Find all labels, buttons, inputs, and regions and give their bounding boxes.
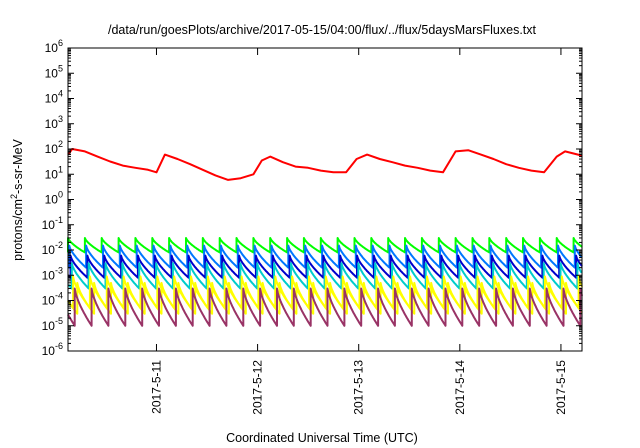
y-tick-label: 10-1 <box>42 215 63 232</box>
y-axis: 10-610-510-410-310-210-11001011021031041… <box>42 38 582 358</box>
y-tick-label-base: 10 <box>45 92 59 106</box>
y-axis-title: protons/cm2-s-sr-MeV <box>9 138 25 260</box>
series-line-4 <box>67 262 583 290</box>
y-tick-label-base: 10 <box>42 344 56 358</box>
y-tick-label-exponent: -6 <box>55 341 63 351</box>
y-axis-title-part: -s-sr-MeV <box>11 138 25 194</box>
series-layer <box>67 148 583 327</box>
y-tick-label: 10-4 <box>42 291 63 308</box>
x-axis-title: Coordinated Universal Time (UTC) <box>226 431 418 445</box>
y-tick-label-exponent: 0 <box>58 190 63 200</box>
series-line-0 <box>67 148 583 181</box>
x-axis: 2017-5-11 2017-5-12 2017-5-13 2017-5-14 2017… <box>149 48 568 415</box>
y-tick-label-base: 10 <box>42 294 56 308</box>
y-tick-label: 105 <box>45 63 63 80</box>
y-tick-label: 10-5 <box>42 316 63 333</box>
x-tick-label: 2017-5-15 <box>554 360 568 415</box>
y-tick-label-exponent: -3 <box>55 265 63 275</box>
y-tick-label: 103 <box>45 114 63 131</box>
y-axis-title-superscript: 2 <box>9 194 19 199</box>
chart-title: /data/run/goesPlots/archive/2017-05-15/0… <box>108 23 537 37</box>
x-tick-label: 2017-5-12 <box>251 360 265 415</box>
x-tick-label: 2017-5-13 <box>352 360 366 415</box>
y-tick-label: 104 <box>45 89 63 106</box>
y-tick-label-base: 10 <box>42 268 56 282</box>
y-tick-label-exponent: 1 <box>58 164 63 174</box>
y-tick-label-base: 10 <box>45 167 59 181</box>
y-tick-label: 101 <box>45 164 63 181</box>
y-tick-label-base: 10 <box>45 193 59 207</box>
x-tick-label: 2017-5-11 <box>149 360 163 414</box>
series-line-2 <box>67 244 583 269</box>
y-tick-label-exponent: 5 <box>58 63 63 73</box>
y-tick-label-exponent: -5 <box>55 316 63 326</box>
series-line-3 <box>67 254 583 279</box>
y-tick-label-base: 10 <box>42 319 56 333</box>
y-tick-label-exponent: -4 <box>55 291 63 301</box>
y-tick-label-exponent: 6 <box>58 38 63 48</box>
x-tick-label: 2017-5-14 <box>453 360 467 415</box>
series-line-1 <box>67 237 583 254</box>
y-tick-label-base: 10 <box>45 41 59 55</box>
y-tick-label-exponent: 2 <box>58 139 63 149</box>
y-tick-label: 106 <box>45 38 63 55</box>
y-tick-label-exponent: 4 <box>58 89 63 99</box>
series-line-7 <box>67 287 583 327</box>
y-tick-label: 10-6 <box>42 341 63 358</box>
y-tick-label-exponent: 3 <box>58 114 63 124</box>
y-tick-label: 102 <box>45 139 63 156</box>
y-tick-label-base: 10 <box>45 117 59 131</box>
y-tick-label-base: 10 <box>45 66 59 80</box>
y-tick-label-exponent: -1 <box>55 215 63 225</box>
y-tick-label-base: 10 <box>42 218 56 232</box>
y-tick-label: 10-2 <box>42 240 63 257</box>
y-axis-title-part: protons/cm <box>11 199 25 261</box>
y-tick-label: 10-3 <box>42 265 63 282</box>
y-tick-label-base: 10 <box>45 142 59 156</box>
y-tick-label-base: 10 <box>42 243 56 257</box>
y-tick-label-exponent: -2 <box>55 240 63 250</box>
y-tick-label: 100 <box>45 190 63 207</box>
